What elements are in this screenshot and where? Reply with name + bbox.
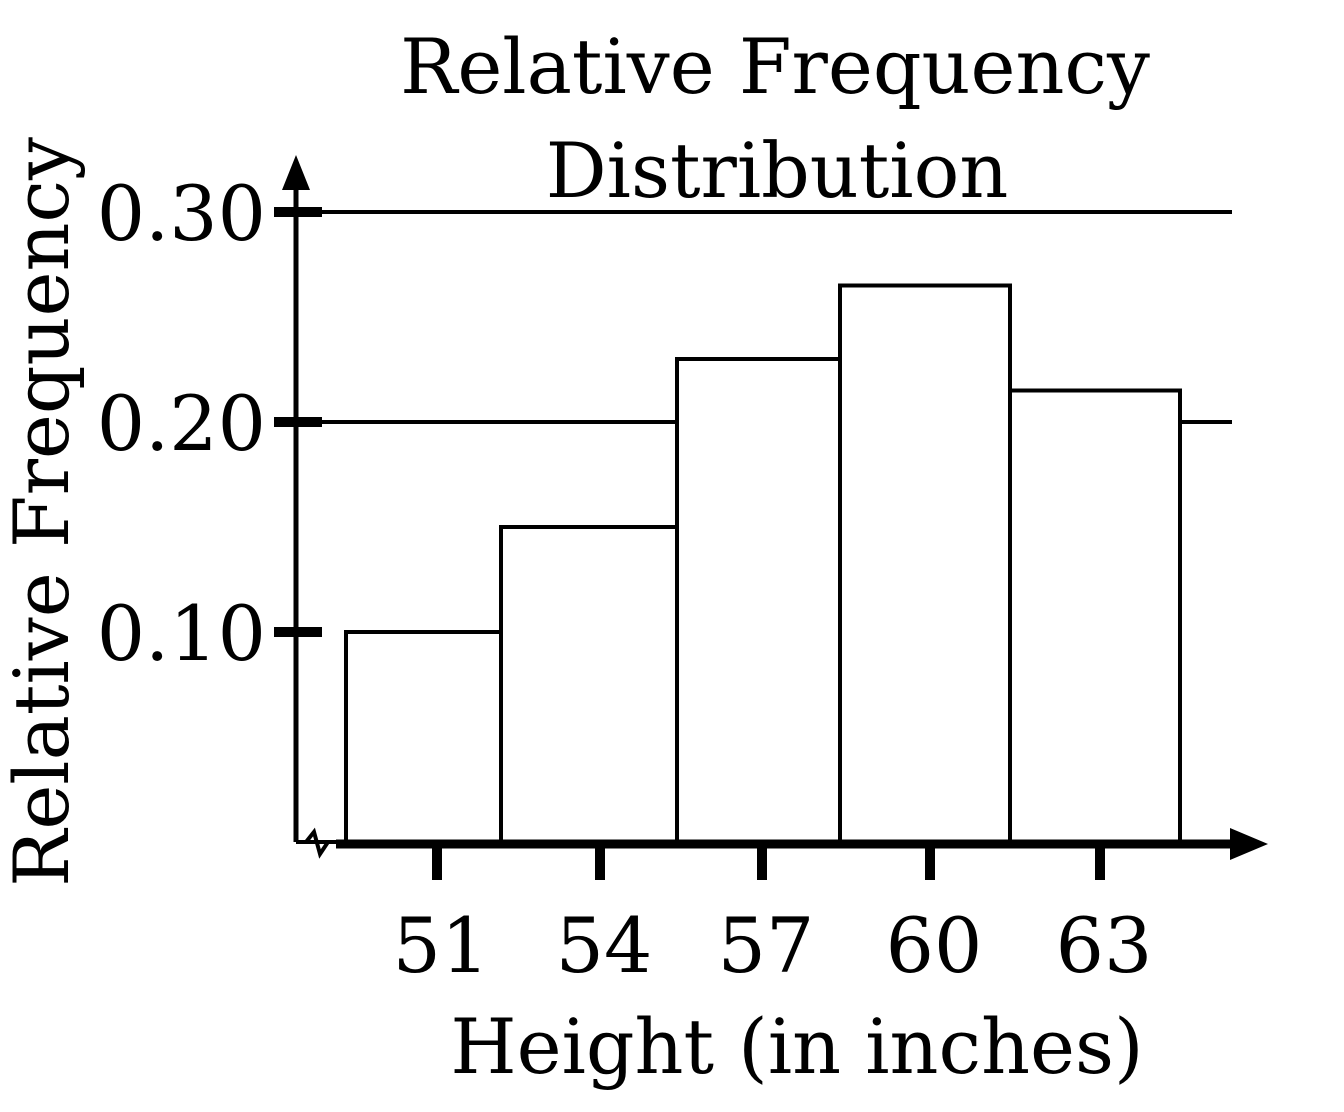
y-axis-label: Relative Frequency — [0, 137, 86, 887]
x-tick-label-54: 54 — [556, 901, 653, 990]
bar-63 — [1008, 388, 1182, 844]
bar-54 — [499, 525, 679, 844]
y-axis-arrow — [282, 155, 310, 190]
y-tick-label-1: 0.20 — [97, 379, 266, 468]
x-axis-label: Height (in inches) — [450, 1002, 1143, 1091]
bar-57 — [675, 357, 842, 844]
chart-title-line-2: Distribution — [546, 126, 1009, 215]
x-tick-label-60: 60 — [886, 901, 983, 990]
bar-60 — [838, 283, 1012, 844]
y-tick-label-0: 0.10 — [97, 589, 266, 678]
x-tick-label-63: 63 — [1056, 901, 1153, 990]
y-tick-label-2: 0.30 — [97, 169, 266, 258]
bar-51 — [344, 630, 503, 844]
chart-title-line-1: Relative Frequency — [400, 22, 1150, 111]
axis-break-mark — [304, 827, 330, 859]
x-tick-label-51: 51 — [393, 901, 490, 990]
x-axis-arrow — [1230, 828, 1268, 860]
x-tick-label-57: 57 — [718, 901, 815, 990]
